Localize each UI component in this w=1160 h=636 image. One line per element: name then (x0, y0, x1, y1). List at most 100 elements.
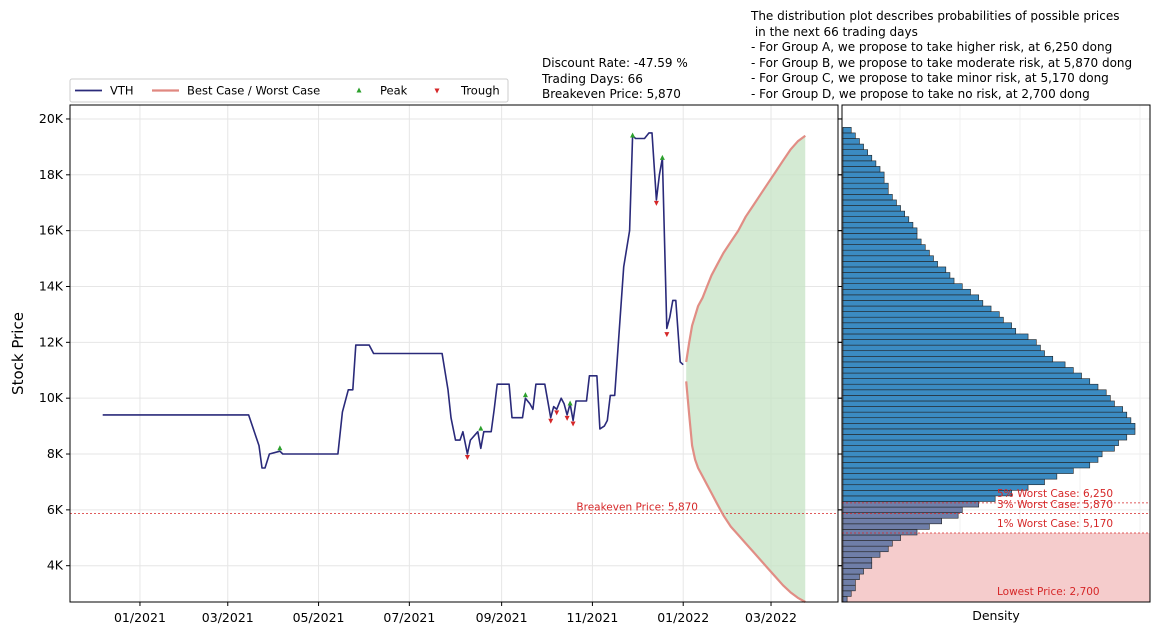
density-bar (842, 490, 1012, 497)
density-bar (842, 333, 1029, 340)
density-bar (842, 238, 922, 245)
density-bar (842, 456, 1099, 463)
density-bar (842, 255, 934, 262)
density-bar (842, 529, 918, 536)
density-bar (842, 400, 1115, 407)
density-bar (842, 210, 905, 217)
density-bar (842, 328, 1017, 335)
density-bar (842, 545, 889, 553)
density-bar (842, 411, 1128, 419)
density-bar (842, 557, 873, 564)
legend-label-peak: Peak (380, 84, 408, 98)
worst-case-line (685, 381, 806, 603)
hist-x-axis-label: Density (972, 608, 1020, 623)
density-bar (842, 406, 1123, 413)
density-bar (842, 417, 1132, 424)
density-bar (842, 428, 1136, 435)
legend-swatch-peak (356, 87, 362, 93)
legend-box (69, 78, 509, 103)
discount-info-text: Discount Rate: -47.59 % Trading Days: 66… (542, 56, 688, 101)
trough-marker (464, 455, 470, 461)
density-bar (842, 244, 926, 251)
density-bar (842, 562, 873, 569)
density-bar (842, 378, 1091, 385)
density-bar (842, 316, 1004, 324)
density-bar (842, 367, 1074, 374)
density-bar (842, 534, 901, 541)
density-bar (842, 512, 959, 519)
density-bar (842, 283, 963, 290)
y-tick-label: 10K (39, 390, 64, 405)
density-bar (842, 450, 1103, 458)
density-bar (842, 478, 1045, 486)
legend-label-0: VTH (110, 84, 134, 98)
density-bar (842, 288, 971, 296)
density-bar (842, 138, 860, 145)
density-bar (842, 166, 881, 173)
y-tick-label: 12K (39, 334, 64, 349)
breakeven-label: Breakeven Price: 5,870 (576, 501, 698, 513)
density-bar (842, 216, 910, 223)
x-tick-label: 01/2022 (657, 610, 709, 625)
density-bar (842, 160, 877, 167)
density-bar (842, 132, 856, 139)
vth-price-line (102, 132, 684, 469)
density-bar (842, 473, 1058, 480)
legend-label-trough: Trough (460, 84, 500, 98)
x-tick-label: 03/2022 (745, 610, 797, 625)
distribution-info-text: The distribution plot describes probabil… (751, 9, 1133, 101)
density-bar (842, 517, 943, 525)
risk-label-0: 5% Worst Case: 6,250 (997, 488, 1113, 500)
density-bar (842, 177, 885, 184)
density-bar (842, 361, 1066, 368)
density-bar (842, 154, 873, 162)
peak-marker (277, 445, 283, 451)
density-bar (842, 188, 889, 195)
density-bar (842, 322, 1012, 329)
trough-marker (570, 421, 576, 427)
density-bar (842, 423, 1136, 430)
trough-marker (548, 418, 554, 424)
density-bar (842, 339, 1037, 346)
density-bar (842, 445, 1115, 452)
density-bar (842, 462, 1091, 469)
fill-between-area (686, 135, 806, 602)
density-bar (842, 372, 1082, 379)
density-bar (842, 261, 938, 268)
density-bar (842, 294, 980, 301)
risk-label-1: 3% Worst Case: 5,870 (997, 499, 1113, 511)
peak-marker (478, 425, 484, 431)
y-tick-label: 14K (39, 278, 64, 293)
best-case-line (685, 134, 806, 363)
peak-marker (522, 392, 528, 398)
y-tick-label: 18K (39, 167, 64, 182)
density-bar (842, 389, 1107, 396)
density-bar (842, 227, 918, 234)
density-bar (842, 584, 856, 592)
x-tick-label: 05/2021 (293, 610, 345, 625)
risk-shaded-region (842, 533, 1150, 602)
density-bar (842, 194, 893, 201)
density-bar (842, 149, 868, 156)
legend-label-1: Best Case / Worst Case (187, 84, 320, 98)
y-tick-label: 6K (47, 502, 64, 517)
density-bar (842, 249, 930, 257)
density-bar (842, 523, 930, 530)
density-bar (842, 467, 1074, 474)
density-bar (842, 199, 897, 206)
density-bar (842, 383, 1099, 391)
density-bar (842, 205, 901, 212)
density-bar (842, 506, 963, 513)
density-bar (842, 501, 980, 508)
density-bar (842, 143, 864, 150)
density-bar (842, 311, 1000, 318)
density-bar (842, 305, 992, 312)
risk-label-2: 1% Worst Case: 5,170 (997, 518, 1113, 530)
density-bar (842, 171, 885, 178)
trough-marker (664, 332, 670, 338)
trough-marker (653, 200, 659, 206)
density-bar (842, 434, 1128, 441)
density-bar (842, 221, 914, 229)
density-bar (842, 551, 881, 558)
y-tick-label: 8K (47, 446, 64, 461)
